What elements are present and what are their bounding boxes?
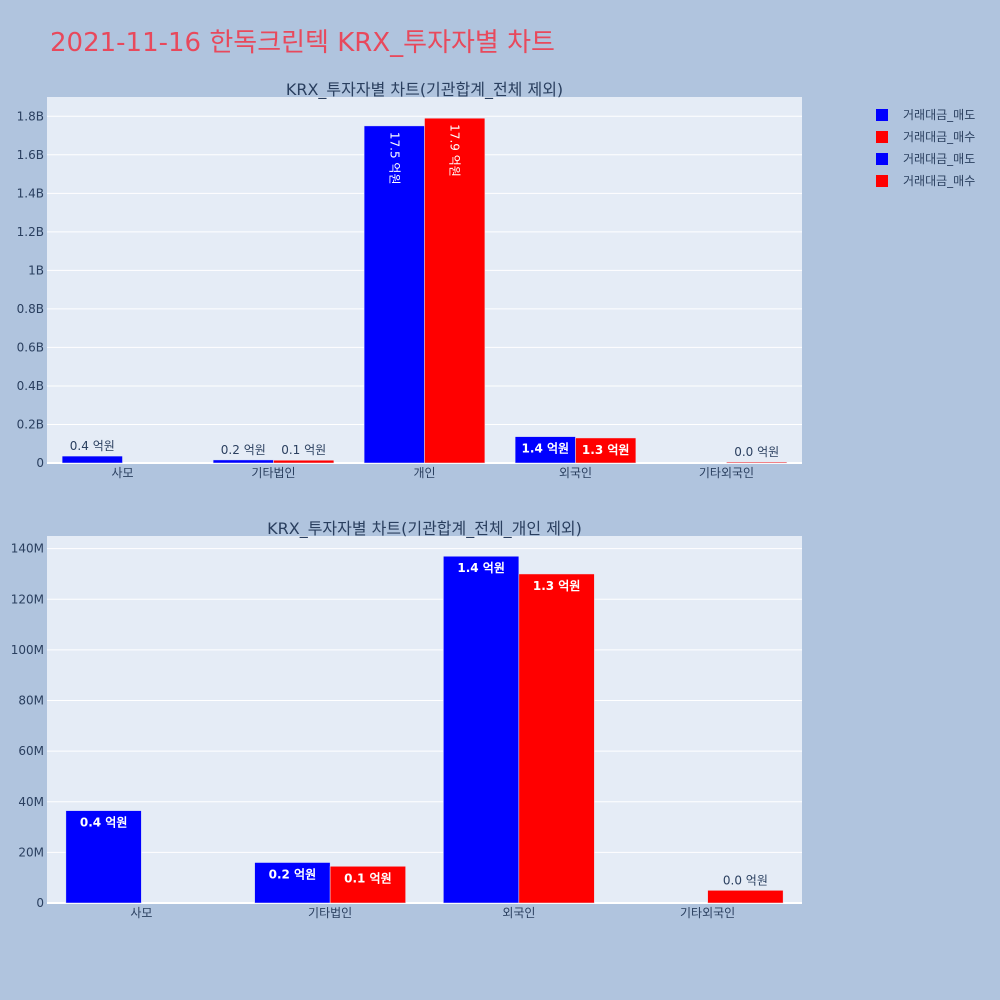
x-tick-label: 기타법인 bbox=[251, 466, 295, 480]
x-tick-label: 기타법인 bbox=[308, 906, 352, 920]
legend-label: 거래대금_매도 bbox=[903, 108, 975, 122]
bar bbox=[424, 117, 486, 464]
y-tick-label: 60M bbox=[18, 744, 44, 758]
data-label: 1.3 억원 bbox=[533, 579, 581, 593]
data-label: 1.4 억원 bbox=[522, 442, 570, 456]
y-tick-label: 1.4B bbox=[17, 186, 44, 200]
bar bbox=[61, 455, 123, 464]
bar bbox=[726, 461, 788, 464]
bar bbox=[518, 573, 595, 904]
data-label: 0.4 억원 bbox=[70, 439, 115, 453]
y-tick-label: 1B bbox=[28, 263, 44, 277]
y-tick-label: 120M bbox=[11, 592, 44, 606]
legend-label: 거래대금_매수 bbox=[903, 174, 975, 188]
y-tick-label: 1.8B bbox=[17, 109, 44, 123]
bar bbox=[575, 437, 637, 464]
y-tick-label: 0 bbox=[36, 896, 44, 910]
bar bbox=[273, 459, 335, 464]
y-tick-label: 20M bbox=[18, 845, 44, 859]
x-tick-label: 사모 bbox=[111, 466, 133, 480]
data-label: 0.4 억원 bbox=[80, 816, 128, 830]
legend-swatch bbox=[876, 175, 888, 187]
legend-label: 거래대금_매수 bbox=[903, 130, 975, 144]
bar bbox=[363, 125, 425, 464]
legend-swatch bbox=[876, 131, 888, 143]
bar bbox=[212, 459, 274, 464]
legend-swatch bbox=[876, 153, 888, 165]
chart-title: KRX_투자자별 차트(기관합계_전체_개인 제외) bbox=[267, 519, 582, 539]
data-label: 0.0 억원 bbox=[734, 445, 779, 459]
data-label: 0.0 억원 bbox=[723, 873, 768, 887]
y-tick-label: 100M bbox=[11, 643, 44, 657]
data-label: 0.2 억원 bbox=[269, 868, 317, 882]
data-label: 1.4 억원 bbox=[457, 561, 505, 575]
data-label: 0.1 억원 bbox=[344, 871, 392, 885]
data-label: 17.5 억원 bbox=[387, 132, 401, 185]
y-tick-label: 80M bbox=[18, 694, 44, 708]
chart-title: KRX_투자자별 차트(기관합계_전체 제외) bbox=[286, 80, 563, 100]
legend-swatch bbox=[876, 109, 888, 121]
y-tick-label: 0 bbox=[36, 456, 44, 470]
y-tick-label: 0.8B bbox=[17, 302, 44, 316]
chart-top: 0 0.2B 0.4B 0.6B 0.8B 1B 1.2B 1.4B 1.6B 1.8B 사모 0.4… bbox=[17, 80, 802, 480]
plot-area bbox=[47, 536, 802, 903]
data-label: 0.2 억원 bbox=[221, 443, 266, 457]
bar bbox=[329, 866, 406, 904]
y-tick-label: 1.2B bbox=[17, 225, 44, 239]
y-tick-label: 0.2B bbox=[17, 417, 44, 431]
data-label: 1.3 억원 bbox=[582, 443, 630, 457]
x-tick-label: 외국인 bbox=[502, 906, 535, 920]
y-tick-label: 1.6B bbox=[17, 148, 44, 162]
bar bbox=[707, 890, 784, 904]
bar bbox=[514, 436, 576, 464]
x-tick-label: 사모 bbox=[130, 906, 152, 920]
y-tick-label: 40M bbox=[18, 795, 44, 809]
data-label: 0.1 억원 bbox=[281, 443, 326, 457]
bar bbox=[65, 810, 142, 904]
x-tick-label: 외국인 bbox=[559, 466, 592, 480]
x-tick-label: 기타외국인 bbox=[699, 466, 754, 480]
y-tick-label: 0.4B bbox=[17, 379, 44, 393]
bar bbox=[443, 555, 520, 904]
x-tick-label: 개인 bbox=[413, 466, 435, 480]
y-tick-label: 140M bbox=[11, 542, 44, 556]
page-title: 2021-11-16 한독크린텍 KRX_투자자별 차트 bbox=[50, 28, 555, 58]
legend-label: 거래대금_매도 bbox=[903, 152, 975, 166]
y-tick-label: 0.6B bbox=[17, 340, 44, 354]
data-label: 17.9 억원 bbox=[448, 124, 462, 177]
x-tick-label: 기타외국인 bbox=[680, 906, 735, 920]
bar bbox=[254, 862, 331, 904]
